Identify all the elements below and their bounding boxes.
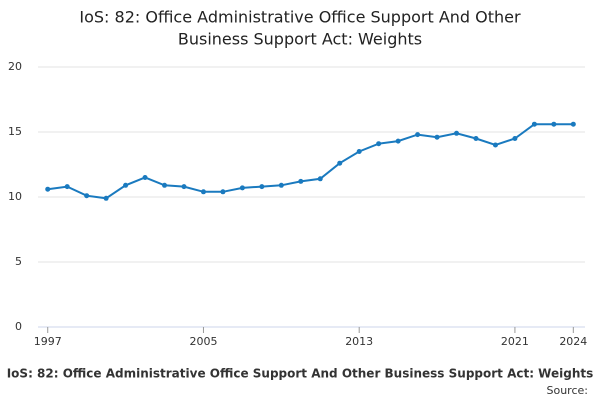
- data-point: [570, 121, 576, 127]
- x-tick-label: 1997: [34, 335, 62, 348]
- data-point: [395, 138, 401, 144]
- data-point: [531, 121, 537, 127]
- data-point: [181, 184, 187, 190]
- data-point: [239, 185, 245, 191]
- data-point: [454, 130, 460, 136]
- data-point: [84, 193, 90, 199]
- legend-label: IoS: 82: Office Administrative Office Su…: [7, 367, 594, 381]
- data-point: [434, 134, 440, 140]
- x-tick-label: 2021: [501, 335, 529, 348]
- data-point: [162, 182, 168, 188]
- chart-title: IoS: 82: Office Administrative Office Su…: [79, 8, 521, 27]
- x-tick-label: 2013: [345, 335, 373, 348]
- chart-title: Business Support Act: Weights: [178, 30, 422, 49]
- data-point: [317, 176, 323, 182]
- data-point: [259, 184, 265, 190]
- y-tick-label: 5: [15, 255, 22, 268]
- data-point: [492, 142, 498, 148]
- data-point: [415, 132, 421, 138]
- data-point: [45, 186, 51, 192]
- data-point: [298, 178, 304, 184]
- data-line: [47, 123, 574, 200]
- x-tick-label: 2024: [559, 335, 587, 348]
- x-tick-label: 2005: [189, 335, 217, 348]
- source: Source:: [547, 384, 589, 397]
- data-point: [337, 160, 343, 166]
- data-point: [142, 175, 148, 180]
- y-tick-label: 15: [8, 125, 22, 138]
- y-tick-label: 10: [8, 190, 22, 203]
- data-point: [473, 136, 479, 141]
- data-point: [64, 184, 70, 190]
- data-point: [551, 121, 557, 127]
- y-tick-label: 20: [8, 60, 22, 73]
- data-point: [123, 182, 129, 188]
- data-point: [200, 189, 206, 195]
- y-tick-label: 0: [15, 320, 22, 333]
- data-point: [356, 149, 362, 154]
- data-point: [278, 182, 284, 188]
- data-point: [103, 195, 109, 201]
- data-point: [512, 136, 518, 141]
- data-point: [376, 141, 382, 147]
- data-point: [220, 189, 226, 195]
